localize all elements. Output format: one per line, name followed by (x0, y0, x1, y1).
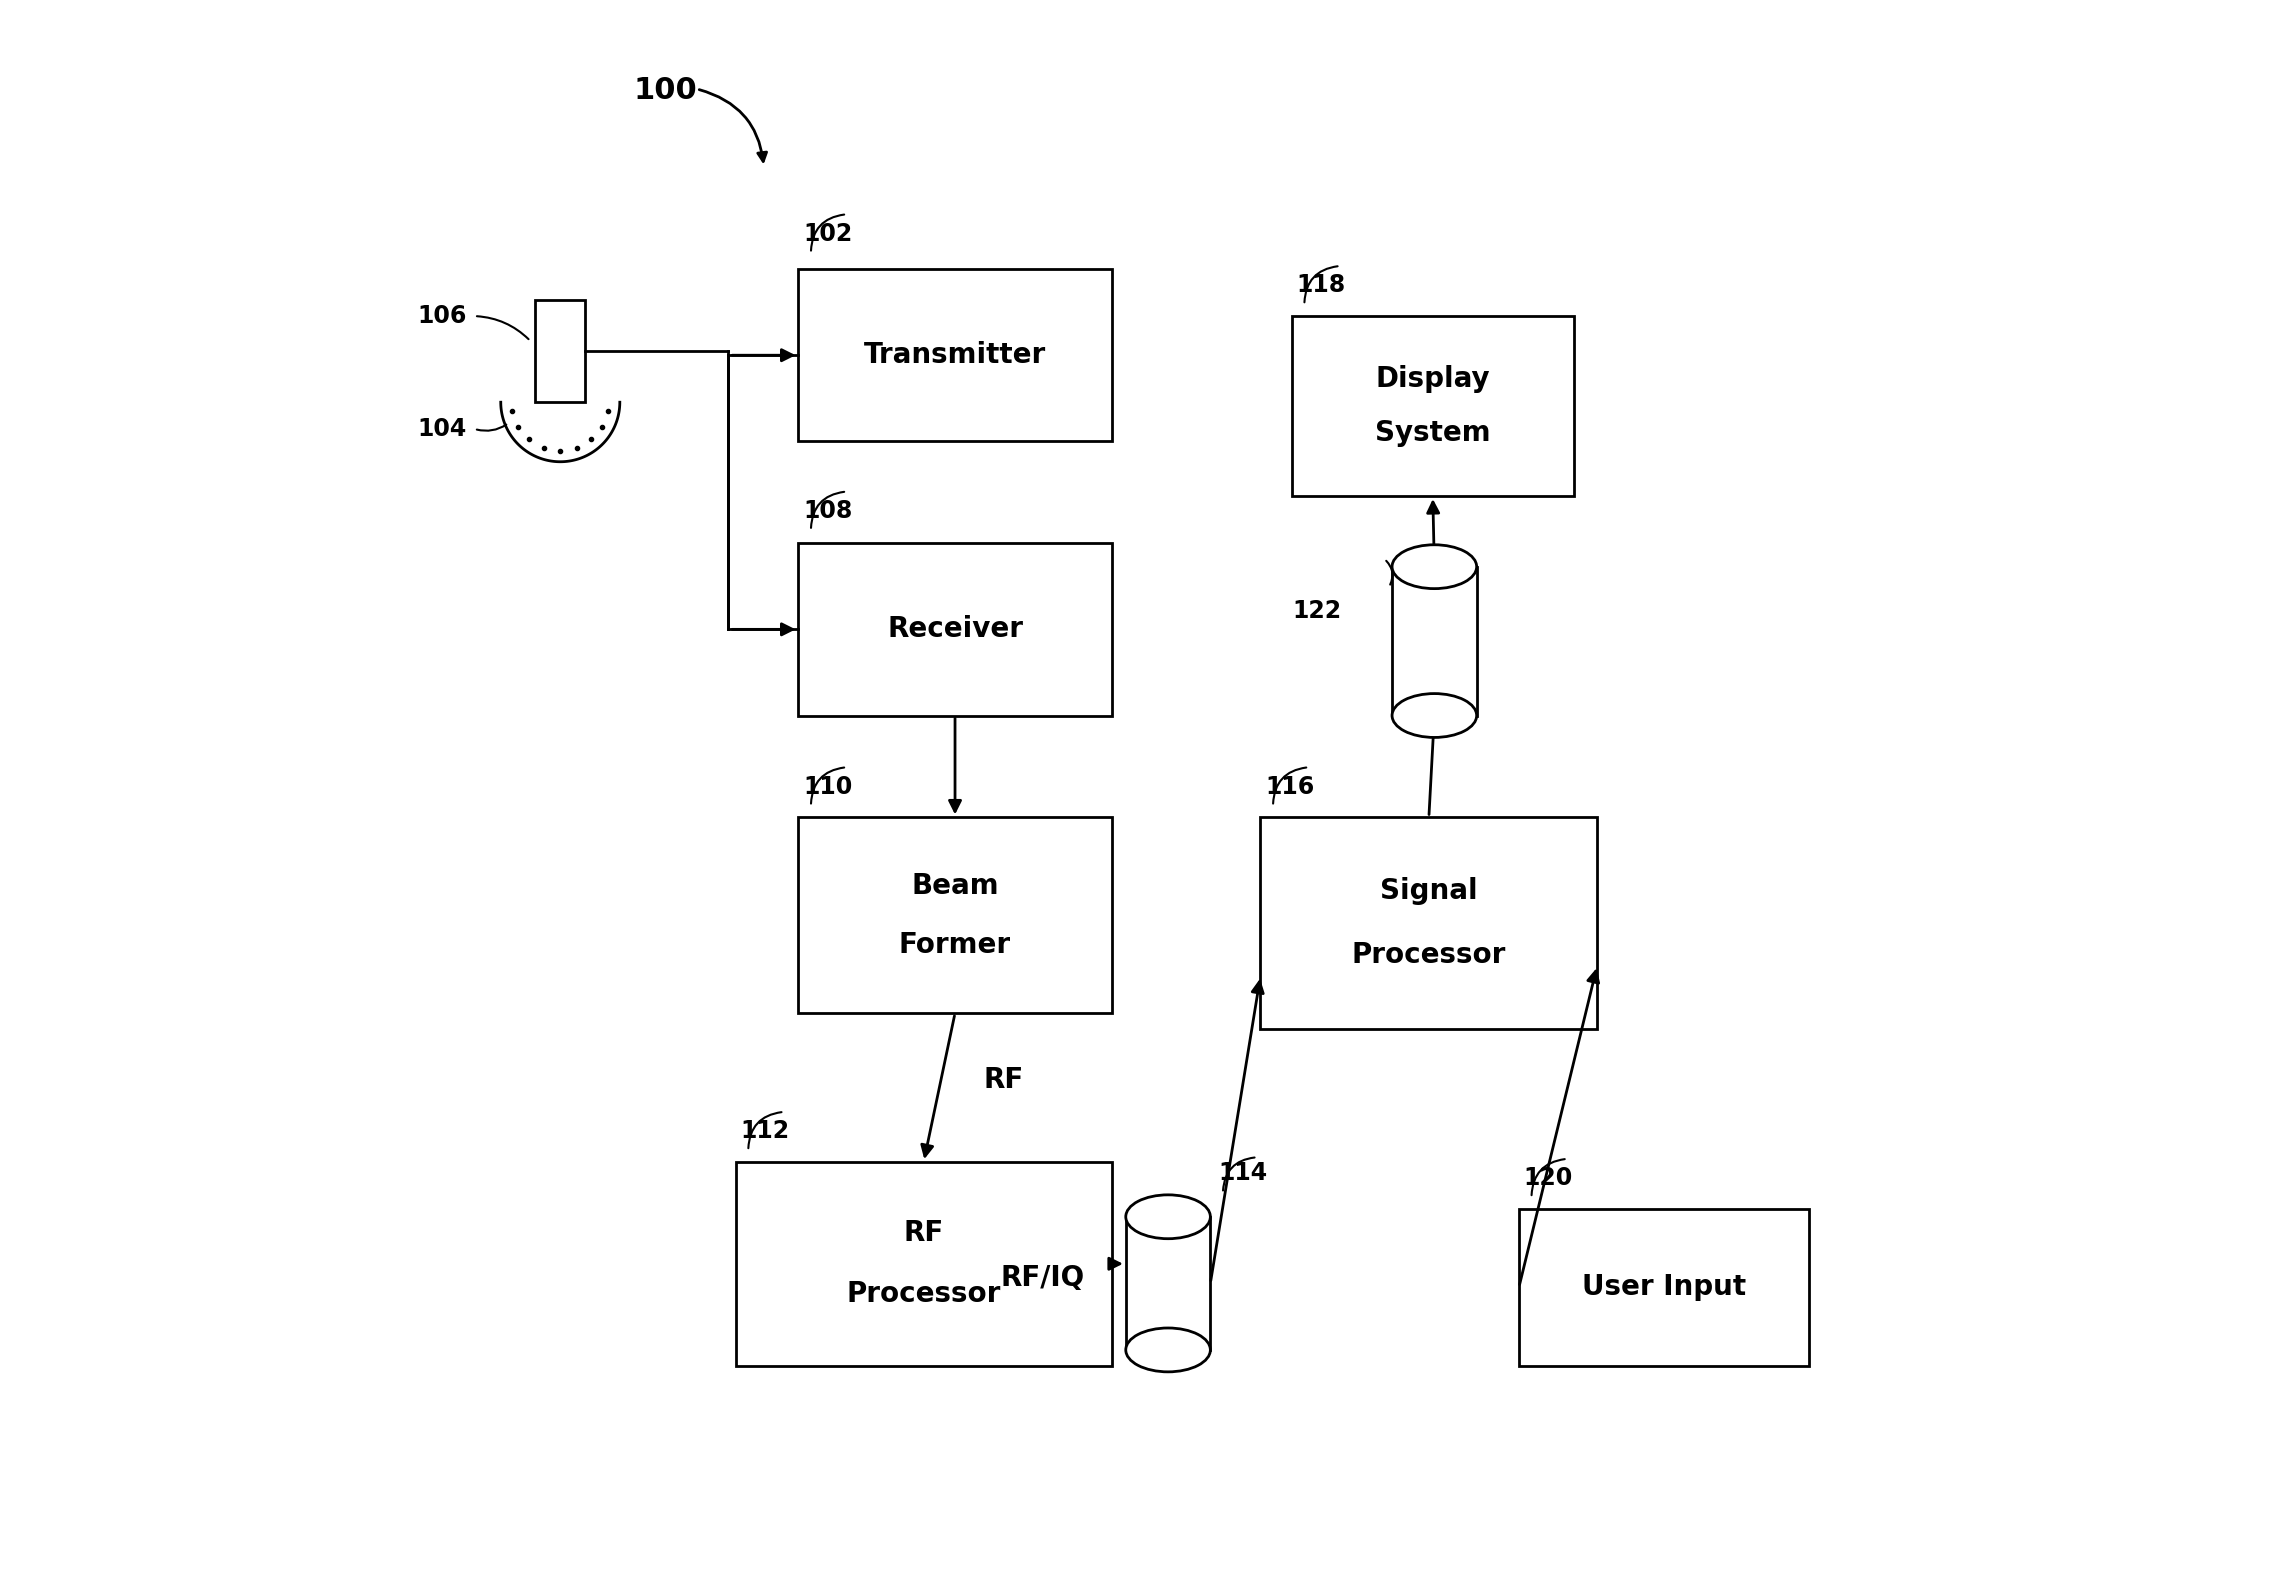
Bar (535, 300, 585, 402)
Text: 106: 106 (416, 303, 466, 329)
Bar (798, 269, 1111, 442)
Text: 110: 110 (802, 775, 853, 799)
Bar (736, 1162, 1111, 1366)
Text: Beam: Beam (912, 872, 999, 899)
Bar (1392, 566, 1477, 715)
Text: RF: RF (983, 1066, 1024, 1094)
Bar (1125, 1217, 1209, 1350)
Ellipse shape (1125, 1328, 1209, 1372)
Bar (1260, 817, 1598, 1028)
Text: 120: 120 (1525, 1166, 1573, 1190)
Text: Signal: Signal (1381, 877, 1477, 905)
Bar (798, 544, 1111, 715)
Ellipse shape (1125, 1195, 1209, 1239)
Text: 118: 118 (1296, 274, 1346, 297)
Ellipse shape (1392, 545, 1477, 588)
Bar (1518, 1209, 1808, 1366)
Text: 104: 104 (416, 417, 466, 440)
Text: 122: 122 (1294, 599, 1342, 623)
Text: 114: 114 (1218, 1162, 1266, 1185)
Text: Processor: Processor (1351, 940, 1506, 968)
Text: RF: RF (903, 1220, 944, 1247)
Ellipse shape (1392, 693, 1477, 737)
Bar (1292, 316, 1573, 497)
Text: 116: 116 (1264, 775, 1314, 799)
Text: Display: Display (1376, 365, 1490, 393)
Text: System: System (1374, 420, 1490, 446)
Text: Receiver: Receiver (887, 615, 1024, 643)
Text: User Input: User Input (1582, 1273, 1747, 1302)
Text: RF/IQ: RF/IQ (1001, 1264, 1086, 1292)
Text: 100: 100 (633, 75, 697, 105)
Text: Processor: Processor (846, 1280, 1001, 1308)
Text: 102: 102 (802, 222, 853, 245)
Text: 112: 112 (741, 1119, 789, 1143)
Text: 108: 108 (802, 498, 853, 523)
Bar (798, 817, 1111, 1012)
Text: Transmitter: Transmitter (864, 341, 1047, 369)
Text: Former: Former (898, 931, 1010, 959)
